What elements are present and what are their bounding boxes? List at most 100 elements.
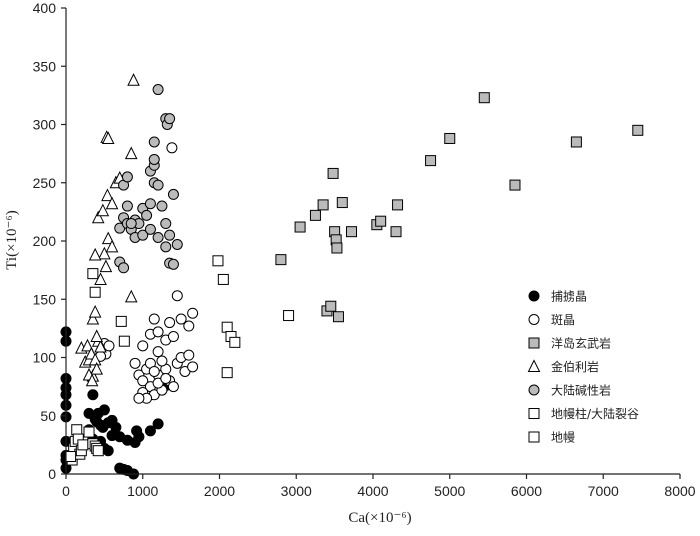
legend-label: 金伯利岩 xyxy=(551,359,599,374)
data-point xyxy=(331,242,343,254)
data-point xyxy=(175,313,187,325)
data-point xyxy=(103,340,115,352)
data-point xyxy=(124,146,138,160)
x-ticks: 0 1000 2000 3000 4000 5000 6000 7000 8000 xyxy=(62,474,696,499)
data-point xyxy=(444,132,456,144)
legend-marker xyxy=(528,384,540,396)
data-point xyxy=(152,418,164,430)
y-tick-label: 100 xyxy=(33,350,57,366)
data-point xyxy=(144,223,156,235)
data-point xyxy=(121,200,133,212)
y-tick-label: 300 xyxy=(33,117,57,133)
data-point xyxy=(325,300,337,312)
data-point xyxy=(137,229,149,241)
x-tick-label: 6000 xyxy=(511,483,542,499)
axes: 0 50 100 150 200 250 300 350 400 0 1000 2000 3000 40… xyxy=(33,0,696,499)
data-point xyxy=(152,232,164,244)
y-tick-label: 350 xyxy=(33,58,57,74)
series-2 xyxy=(275,92,644,323)
legend-marker xyxy=(528,431,540,443)
x-axis-title: Ca(×10⁻⁶) xyxy=(348,510,411,526)
y-axis-title: Ti(×10⁻⁶) xyxy=(4,210,20,269)
data-point xyxy=(137,340,149,352)
data-point xyxy=(164,229,176,241)
data-point xyxy=(133,392,145,404)
x-tick-label: 8000 xyxy=(664,483,695,499)
data-point xyxy=(187,307,199,319)
data-point xyxy=(88,304,102,318)
data-point xyxy=(160,372,172,384)
data-point xyxy=(133,431,145,443)
legend-marker xyxy=(528,314,540,325)
legend-label: 洋岛玄武岩 xyxy=(551,336,611,351)
data-point xyxy=(327,167,339,179)
data-point xyxy=(148,365,160,377)
data-point xyxy=(390,226,402,238)
legend-marker xyxy=(527,359,541,372)
data-point xyxy=(375,215,387,227)
data-point xyxy=(91,210,105,224)
data-point xyxy=(152,84,164,96)
data-point xyxy=(148,136,160,148)
plot-marks xyxy=(60,73,644,480)
data-point xyxy=(101,131,115,144)
data-point xyxy=(105,196,119,210)
legend-label: 地幔柱/大陆裂谷 xyxy=(551,406,639,421)
series-5 xyxy=(87,255,295,379)
data-point xyxy=(148,313,160,325)
data-point xyxy=(167,331,179,343)
series-1 xyxy=(95,142,199,404)
x-tick-label: 3000 xyxy=(281,483,312,499)
data-point xyxy=(156,355,168,367)
data-point xyxy=(183,349,195,361)
data-point xyxy=(425,155,437,167)
data-point xyxy=(217,273,229,285)
legend-marker xyxy=(528,408,540,419)
data-point xyxy=(164,317,176,329)
data-point xyxy=(85,373,99,387)
data-point xyxy=(101,188,114,202)
y-tick-label: 200 xyxy=(33,233,57,249)
data-point xyxy=(167,258,179,270)
data-point xyxy=(121,171,133,183)
data-point xyxy=(283,310,295,322)
y-tick-label: 50 xyxy=(40,408,56,424)
x-tick-label: 5000 xyxy=(434,483,465,499)
data-point xyxy=(71,424,83,436)
data-point xyxy=(160,241,172,253)
data-point xyxy=(101,231,115,245)
data-point xyxy=(144,198,156,210)
legend-label: 捕掳晶 xyxy=(551,289,587,304)
legend-marker xyxy=(528,290,540,302)
data-point xyxy=(96,203,110,217)
data-point xyxy=(570,136,582,148)
data-point xyxy=(317,199,329,211)
data-point xyxy=(156,200,168,212)
data-point xyxy=(221,367,233,379)
data-point xyxy=(65,451,77,463)
data-point xyxy=(309,209,321,221)
data-point xyxy=(124,289,138,303)
data-point xyxy=(99,259,113,273)
y-ticks: 0 50 100 150 200 250 300 350 400 xyxy=(33,0,66,482)
data-point xyxy=(509,179,521,191)
data-point xyxy=(102,445,114,457)
data-point xyxy=(92,445,104,457)
data-point xyxy=(148,153,160,165)
data-point xyxy=(166,142,178,154)
data-point xyxy=(167,381,179,393)
data-point xyxy=(183,320,195,332)
data-point xyxy=(127,73,140,86)
data-point xyxy=(87,268,99,280)
data-point xyxy=(336,197,348,209)
series-6 xyxy=(65,424,104,466)
data-point xyxy=(86,311,100,325)
data-point xyxy=(144,425,156,437)
data-point xyxy=(187,361,199,373)
data-point xyxy=(118,262,130,274)
data-point xyxy=(129,357,141,369)
data-point xyxy=(221,321,233,333)
y-tick-label: 150 xyxy=(33,291,57,307)
